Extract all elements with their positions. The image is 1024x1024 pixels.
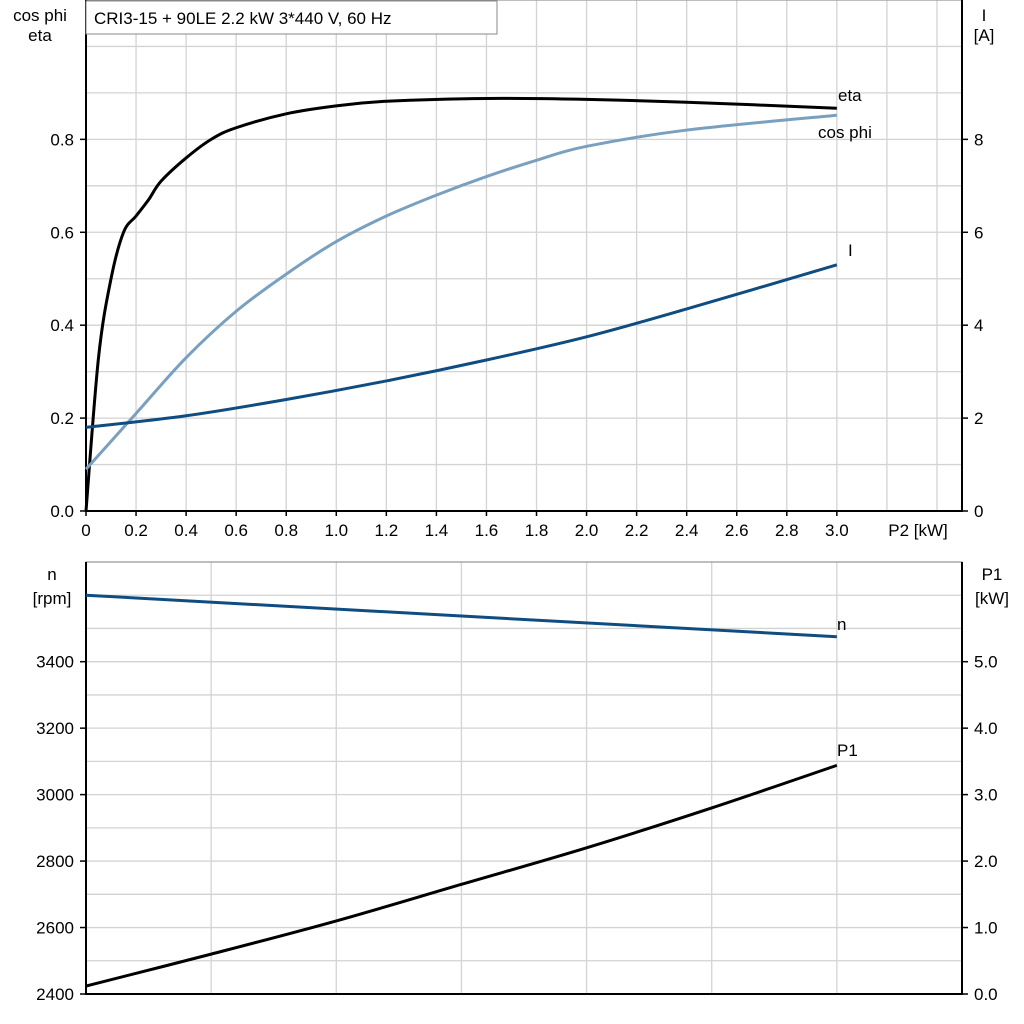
series-line-I [85,263,838,429]
series-line-P1 [85,763,838,988]
series-label-P1: P1 [837,741,858,760]
left-tick-label: 2400 [36,985,74,1004]
right-tick-label: 2 [974,409,983,428]
x-tick-label: 2.6 [725,521,749,540]
chart-title-box: CRI3-15 + 90LE 2.2 kW 3*440 V, 60 Hz [85,0,498,35]
x-tick-label: 1.4 [425,521,449,540]
series-line-n [85,593,837,639]
bottom-right-axis-label-1: P1 [982,565,1003,584]
series-line-cos-phi [84,113,838,471]
right-tick-label: 4 [974,316,983,335]
bottom-right-axis-label-2: [kW] [975,589,1009,608]
plot-frame [85,561,963,995]
series-line-eta [84,96,837,512]
left-tick-label: 0.0 [50,502,74,521]
series-label-eta: eta [838,86,862,105]
right-tick-label: 3.0 [974,786,998,805]
top-right-axis-label-1: I [982,6,987,25]
x-tick-label: 1.6 [475,521,499,540]
x-tick-label: 3.0 [825,521,849,540]
x-tick-label: 1.8 [525,521,549,540]
left-tick-label: 0.6 [50,223,74,242]
right-tick-label: 0.0 [974,985,998,1004]
top-x-axis-label: P2 [kW] [888,521,948,540]
left-tick-label: 0.8 [50,130,74,149]
x-tick-label: 1.2 [375,521,399,540]
right-tick-label: 6 [974,223,983,242]
series-label-I: I [848,241,853,260]
right-tick-label: 0 [974,502,983,521]
series-label-n: n [837,615,846,634]
x-tick-label: 0.2 [124,521,148,540]
right-tick-label: 2.0 [974,852,998,871]
bottom-left-axis-label-1: n [47,565,56,584]
top-left-axis-label-1: cos phi [13,6,67,25]
chart-title: CRI3-15 + 90LE 2.2 kW 3*440 V, 60 Hz [94,9,392,28]
x-tick-label: 2.2 [625,521,649,540]
top-right-axis-label-2: [A] [974,26,995,45]
x-tick-label: 0 [81,521,90,540]
top-chart-grid: 0.0 0.2 0.4 0.6 0.8 0 2 4 6 8 0 0.2 0.4 0.6 0.8 1.0 1.2 1… [50,0,983,540]
x-tick-label: 2.0 [575,521,599,540]
left-tick-label: 2600 [36,919,74,938]
top-left-axis-label-2: eta [28,26,52,45]
bottom-left-axis-label-2: [rpm] [33,589,72,608]
chart-marks: eta cos phi In P1 [84,86,872,988]
bottom-chart-grid: 2400 2600 2800 3000 3200 3400 0.0 1.0 2.0 3.0 4.0 5… [36,561,998,1004]
x-tick-label: 0.6 [224,521,248,540]
left-tick-label: 0.4 [50,316,74,335]
series-label-cos-phi: cos phi [818,123,872,142]
x-tick-label: 2.8 [775,521,799,540]
left-tick-label: 3200 [36,719,74,738]
right-tick-label: 4.0 [974,719,998,738]
x-tick-label: 1.0 [324,521,348,540]
x-tick-label: 2.4 [675,521,699,540]
left-tick-label: 3000 [36,786,74,805]
right-tick-label: 5.0 [974,653,998,672]
right-tick-label: 1.0 [974,919,998,938]
left-tick-label: 2800 [36,852,74,871]
right-tick-label: 8 [974,130,983,149]
left-tick-label: 0.2 [50,409,74,428]
x-tick-label: 0.8 [274,521,298,540]
left-tick-label: 3400 [36,653,74,672]
x-tick-label: 0.4 [174,521,198,540]
plot-frame [85,0,963,512]
